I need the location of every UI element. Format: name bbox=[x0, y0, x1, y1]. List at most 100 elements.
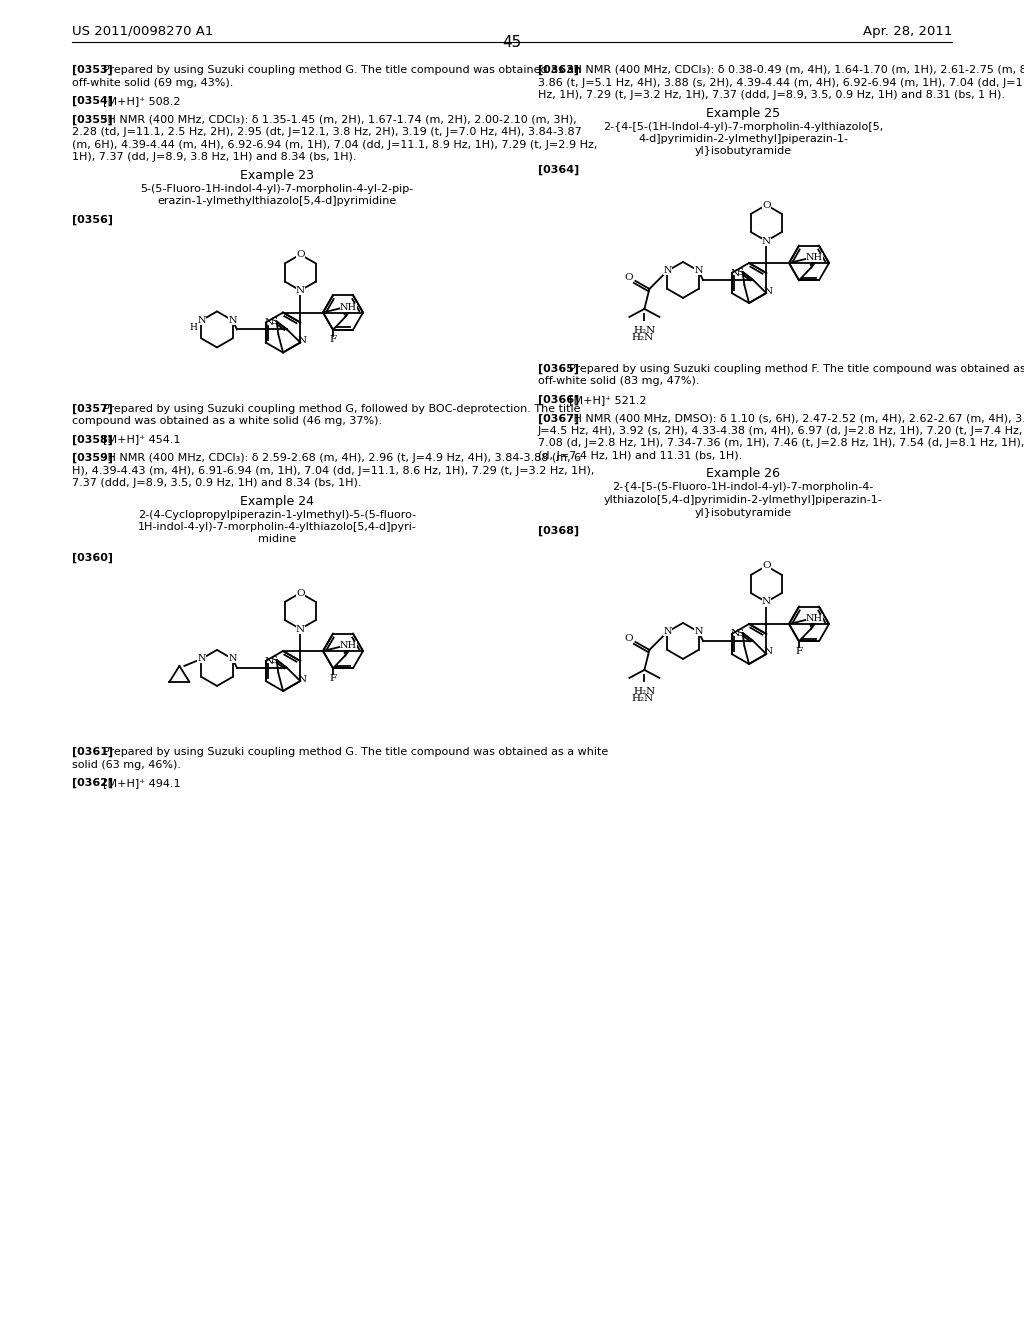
Text: yl}isobutyramide: yl}isobutyramide bbox=[694, 147, 792, 157]
Text: O: O bbox=[762, 561, 771, 570]
Text: NH: NH bbox=[806, 253, 823, 263]
Text: N: N bbox=[298, 675, 307, 684]
Text: N: N bbox=[764, 648, 773, 656]
Text: compound was obtained as a white solid (46 mg, 37%).: compound was obtained as a white solid (… bbox=[72, 416, 382, 426]
Text: Example 23: Example 23 bbox=[240, 169, 314, 181]
Text: S: S bbox=[736, 628, 743, 638]
Text: N: N bbox=[762, 236, 771, 246]
Text: 2-{4-[5-(5-Fluoro-1H-indol-4-yl)-7-morpholin-4-: 2-{4-[5-(5-Fluoro-1H-indol-4-yl)-7-morph… bbox=[612, 483, 873, 492]
Text: [0367]: [0367] bbox=[538, 413, 580, 424]
Text: yl}isobutyramide: yl}isobutyramide bbox=[694, 507, 792, 517]
Text: [0361]: [0361] bbox=[72, 747, 113, 758]
Text: Prepared by using Suzuki coupling method G. The title compound was obtained as a: Prepared by using Suzuki coupling method… bbox=[103, 65, 582, 75]
Text: US 2011/0098270 A1: US 2011/0098270 A1 bbox=[72, 25, 213, 38]
Text: [0363]: [0363] bbox=[538, 65, 579, 75]
Text: [0365]: [0365] bbox=[538, 364, 579, 375]
Text: N: N bbox=[694, 267, 702, 276]
Text: F: F bbox=[330, 335, 337, 345]
Text: solid (63 mg, 46%).: solid (63 mg, 46%). bbox=[72, 759, 181, 770]
Text: 2-(4-Cyclopropylpiperazin-1-ylmethyl)-5-(5-fluoro-: 2-(4-Cyclopropylpiperazin-1-ylmethyl)-5-… bbox=[138, 510, 416, 520]
Text: NH: NH bbox=[340, 642, 356, 651]
Text: 3.86 (t, J=5.1 Hz, 4H), 3.88 (s, 2H), 4.39-4.44 (m, 4H), 6.92-6.94 (m, 1H), 7.04: 3.86 (t, J=5.1 Hz, 4H), 3.88 (s, 2H), 4.… bbox=[538, 78, 1024, 87]
Text: N: N bbox=[198, 655, 206, 664]
Text: N: N bbox=[296, 624, 305, 634]
Text: N: N bbox=[264, 656, 273, 665]
Text: [M+H]⁺ 494.1: [M+H]⁺ 494.1 bbox=[103, 777, 181, 788]
Text: N: N bbox=[298, 337, 307, 345]
Text: (m, 6H), 4.39-4.44 (m, 4H), 6.92-6.94 (m, 1H), 7.04 (dd, J=11.1, 8.9 Hz, 1H), 7.: (m, 6H), 4.39-4.44 (m, 4H), 6.92-6.94 (m… bbox=[72, 140, 597, 149]
Text: ¹H NMR (400 MHz, DMSO): δ 1.10 (s, 6H), 2.47-2.52 (m, 4H), 2.62-2.67 (m, 4H), 3.: ¹H NMR (400 MHz, DMSO): δ 1.10 (s, 6H), … bbox=[569, 413, 1024, 424]
Text: NH: NH bbox=[806, 614, 823, 623]
Text: N: N bbox=[664, 627, 672, 636]
Text: [0360]: [0360] bbox=[72, 553, 113, 564]
Text: [0356]: [0356] bbox=[72, 214, 113, 224]
Text: S: S bbox=[270, 656, 278, 664]
Text: Prepared by using Suzuki coupling method F. The title compound was obtained as a: Prepared by using Suzuki coupling method… bbox=[569, 364, 1024, 374]
Text: N: N bbox=[730, 630, 739, 639]
Text: [M+H]⁺ 521.2: [M+H]⁺ 521.2 bbox=[569, 395, 647, 405]
Text: S: S bbox=[270, 317, 278, 326]
Text: N: N bbox=[264, 318, 273, 327]
Text: 5-(5-Fluoro-1H-indol-4-yl)-7-morpholin-4-yl-2-pip-: 5-(5-Fluoro-1H-indol-4-yl)-7-morpholin-4… bbox=[140, 183, 414, 194]
Text: 1H), 7.37 (dd, J=8.9, 3.8 Hz, 1H) and 8.34 (bs, 1H).: 1H), 7.37 (dd, J=8.9, 3.8 Hz, 1H) and 8.… bbox=[72, 152, 356, 162]
Text: S: S bbox=[736, 268, 743, 276]
Text: Example 26: Example 26 bbox=[706, 467, 780, 480]
Text: 7.08 (d, J=2.8 Hz, 1H), 7.34-7.36 (m, 1H), 7.46 (t, J=2.8 Hz, 1H), 7.54 (d, J=8.: 7.08 (d, J=2.8 Hz, 1H), 7.34-7.36 (m, 1H… bbox=[538, 438, 1024, 449]
Text: N: N bbox=[694, 627, 702, 636]
Text: Apr. 28, 2011: Apr. 28, 2011 bbox=[862, 25, 952, 38]
Text: (d, J=7.4 Hz, 1H) and 11.31 (bs, 1H).: (d, J=7.4 Hz, 1H) and 11.31 (bs, 1H). bbox=[538, 451, 742, 461]
Text: off-white solid (83 mg, 47%).: off-white solid (83 mg, 47%). bbox=[538, 376, 699, 387]
Text: O: O bbox=[624, 635, 633, 643]
Text: Hz, 1H), 7.29 (t, J=3.2 Hz, 1H), 7.37 (ddd, J=8.9, 3.5, 0.9 Hz, 1H) and 8.31 (bs: Hz, 1H), 7.29 (t, J=3.2 Hz, 1H), 7.37 (d… bbox=[538, 90, 1005, 100]
Text: H), 4.39-4.43 (m, 4H), 6.91-6.94 (m, 1H), 7.04 (dd, J=11.1, 8.6 Hz, 1H), 7.29 (t: H), 4.39-4.43 (m, 4H), 6.91-6.94 (m, 1H)… bbox=[72, 466, 594, 475]
Text: N: N bbox=[730, 268, 739, 277]
Text: H₂N: H₂N bbox=[631, 333, 653, 342]
Text: F: F bbox=[796, 647, 803, 656]
Text: O: O bbox=[624, 273, 633, 282]
Text: 1H-indol-4-yl)-7-morpholin-4-ylthiazolo[5,4-d]pyri-: 1H-indol-4-yl)-7-morpholin-4-ylthiazolo[… bbox=[137, 521, 417, 532]
Text: ¹H NMR (400 MHz, CDCl₃): δ 1.35-1.45 (m, 2H), 1.67-1.74 (m, 2H), 2.00-2.10 (m, 3: ¹H NMR (400 MHz, CDCl₃): δ 1.35-1.45 (m,… bbox=[103, 115, 577, 124]
Text: Example 25: Example 25 bbox=[706, 107, 780, 120]
Text: H: H bbox=[189, 323, 198, 331]
Text: N: N bbox=[762, 598, 771, 606]
Text: H₂N: H₂N bbox=[631, 694, 653, 704]
Text: N: N bbox=[198, 315, 206, 325]
Text: [0353]: [0353] bbox=[72, 65, 113, 75]
Text: [0362]: [0362] bbox=[72, 777, 113, 788]
Text: off-white solid (69 mg, 43%).: off-white solid (69 mg, 43%). bbox=[72, 78, 233, 87]
Text: H₂N: H₂N bbox=[633, 688, 655, 697]
Text: N: N bbox=[296, 286, 305, 294]
Text: Prepared by using Suzuki coupling method G. The title compound was obtained as a: Prepared by using Suzuki coupling method… bbox=[103, 747, 608, 756]
Text: ylthiazolo[5,4-d]pyrimidin-2-ylmethyl]piperazin-1-: ylthiazolo[5,4-d]pyrimidin-2-ylmethyl]pi… bbox=[603, 495, 883, 506]
Text: [M+H]⁺ 508.2: [M+H]⁺ 508.2 bbox=[103, 96, 180, 106]
Text: 4-d]pyrimidin-2-ylmethyl]piperazin-1-: 4-d]pyrimidin-2-ylmethyl]piperazin-1- bbox=[638, 135, 848, 144]
Text: N: N bbox=[228, 655, 237, 664]
Text: 45: 45 bbox=[503, 36, 521, 50]
Text: N: N bbox=[764, 286, 773, 296]
Text: [0358]: [0358] bbox=[72, 434, 113, 445]
Text: O: O bbox=[296, 589, 304, 598]
Text: N: N bbox=[664, 267, 672, 276]
Text: midine: midine bbox=[258, 535, 296, 544]
Text: 7.37 (ddd, J=8.9, 3.5, 0.9 Hz, 1H) and 8.34 (bs, 1H).: 7.37 (ddd, J=8.9, 3.5, 0.9 Hz, 1H) and 8… bbox=[72, 478, 361, 488]
Text: O: O bbox=[762, 201, 771, 210]
Text: [0366]: [0366] bbox=[538, 395, 580, 405]
Text: J=4.5 Hz, 4H), 3.92 (s, 2H), 4.33-4.38 (m, 4H), 6.97 (d, J=2.8 Hz, 1H), 7.20 (t,: J=4.5 Hz, 4H), 3.92 (s, 2H), 4.33-4.38 (… bbox=[538, 426, 1024, 436]
Text: erazin-1-ylmethylthiazolo[5,4-d]pyrimidine: erazin-1-ylmethylthiazolo[5,4-d]pyrimidi… bbox=[158, 195, 396, 206]
Text: 2.28 (td, J=11.1, 2.5 Hz, 2H), 2.95 (dt, J=12.1, 3.8 Hz, 2H), 3.19 (t, J=7.0 Hz,: 2.28 (td, J=11.1, 2.5 Hz, 2H), 2.95 (dt,… bbox=[72, 127, 582, 137]
Text: ¹H NMR (400 MHz, CDCl₃): δ 0.38-0.49 (m, 4H), 1.64-1.70 (m, 1H), 2.61-2.75 (m, 8: ¹H NMR (400 MHz, CDCl₃): δ 0.38-0.49 (m,… bbox=[569, 65, 1024, 75]
Text: F: F bbox=[330, 673, 337, 682]
Text: [0359]: [0359] bbox=[72, 453, 113, 463]
Text: [0357]: [0357] bbox=[72, 404, 113, 413]
Text: 2-{4-[5-(1H-Indol-4-yl)-7-morpholin-4-ylthiazolo[5,: 2-{4-[5-(1H-Indol-4-yl)-7-morpholin-4-yl… bbox=[603, 121, 883, 132]
Text: NH: NH bbox=[340, 302, 356, 312]
Text: Example 24: Example 24 bbox=[240, 495, 314, 507]
Text: [M+H]⁺ 454.1: [M+H]⁺ 454.1 bbox=[103, 434, 180, 445]
Text: N: N bbox=[228, 315, 237, 325]
Text: [0364]: [0364] bbox=[538, 165, 580, 176]
Text: [0354]: [0354] bbox=[72, 96, 113, 107]
Text: H₂N: H₂N bbox=[633, 326, 655, 335]
Text: [0368]: [0368] bbox=[538, 525, 580, 536]
Text: [0355]: [0355] bbox=[72, 115, 113, 125]
Text: ¹H NMR (400 MHz, CDCl₃): δ 2.59-2.68 (m, 4H), 2.96 (t, J=4.9 Hz, 4H), 3.84-3.88 : ¹H NMR (400 MHz, CDCl₃): δ 2.59-2.68 (m,… bbox=[103, 453, 582, 463]
